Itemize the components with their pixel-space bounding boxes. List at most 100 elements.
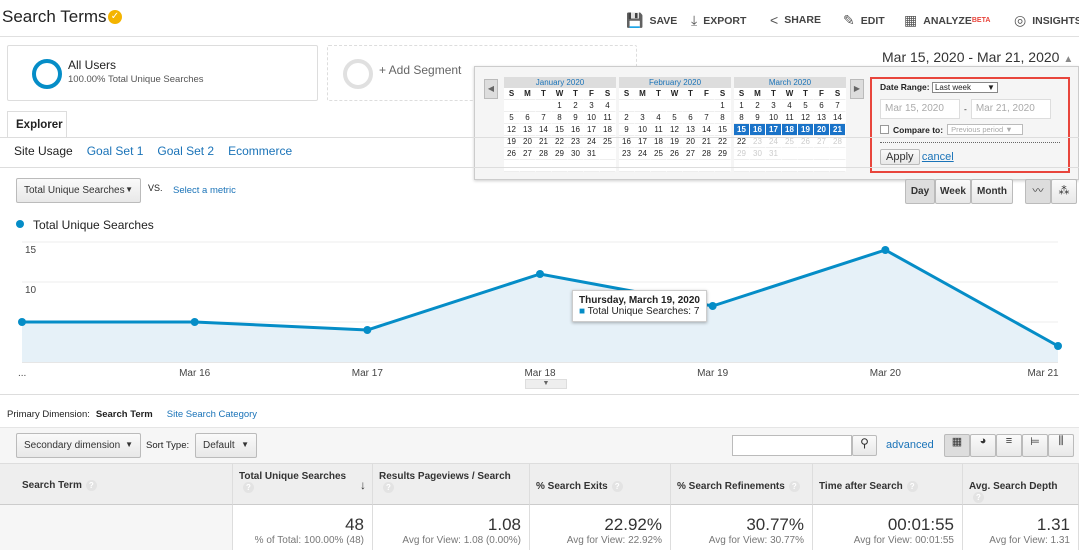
calendar-day[interactable]: 23 (619, 148, 635, 160)
data-point[interactable] (190, 318, 199, 326)
calendar-day[interactable]: 3 (766, 100, 782, 112)
calendar-day[interactable]: 11 (600, 112, 616, 124)
next-month-button[interactable]: ▶ (850, 79, 864, 99)
date-range-preset-select[interactable]: Last week ▼ (931, 82, 998, 93)
column-header[interactable]: Search Term? (0, 463, 233, 505)
pivot-view-icon[interactable]: ⫼ (1048, 434, 1074, 457)
calendar-day[interactable]: 28 (536, 148, 552, 160)
advanced-filter-link[interactable]: advanced (886, 439, 934, 451)
apply-button[interactable]: Apply (880, 149, 920, 165)
calendar-day[interactable]: 9 (568, 112, 584, 124)
calendar-day[interactable]: 14 (830, 112, 846, 124)
calendar-day[interactable]: 28 (699, 148, 715, 160)
calendar-day[interactable]: 12 (667, 124, 683, 136)
analyze-button[interactable]: ▦ ANALYZE BETA (904, 12, 990, 29)
data-point[interactable] (18, 318, 26, 326)
data-view-icon[interactable]: ▦ (944, 434, 970, 457)
calendar-day[interactable]: 5 (667, 112, 683, 124)
calendar-day[interactable]: 11 (651, 124, 667, 136)
column-header[interactable]: Time after Search? (813, 463, 963, 505)
dimension-search-term[interactable]: Search Term (95, 409, 153, 420)
date-range-selector[interactable]: Mar 15, 2020 - Mar 21, 2020 ▲ (882, 49, 1073, 65)
table-search-input[interactable] (732, 435, 852, 456)
calendar-day[interactable]: 15 (552, 124, 568, 136)
period-week[interactable]: Week (935, 179, 971, 204)
calendar-day[interactable]: 18 (651, 136, 667, 148)
calendar-day[interactable]: 15 (734, 124, 750, 136)
calendar-day[interactable]: 27 (520, 148, 536, 160)
calendar-day[interactable]: 29 (552, 148, 568, 160)
pie-view-icon[interactable]: ◕ (970, 434, 996, 457)
calendar-day[interactable]: 19 (798, 124, 814, 136)
collapse-chart-handle[interactable]: ▼ (525, 379, 567, 389)
calendar-day[interactable]: 3 (635, 112, 651, 124)
performance-view-icon[interactable]: ≡ (996, 434, 1022, 457)
calendar-day[interactable]: 13 (814, 112, 830, 124)
dimension-site-search-category[interactable]: Site Search Category (166, 409, 258, 420)
calendar-day[interactable]: 4 (651, 112, 667, 124)
calendar-day[interactable]: 16 (750, 124, 766, 136)
line-chart-icon[interactable]: 〰 (1025, 179, 1051, 204)
calendar-day[interactable]: 4 (782, 100, 798, 112)
calendar-day[interactable]: 6 (520, 112, 536, 124)
share-button[interactable]: < SHARE (770, 12, 821, 28)
calendar-day[interactable]: 7 (830, 100, 846, 112)
calendar-day[interactable]: 30 (568, 148, 584, 160)
start-date-input[interactable]: Mar 15, 2020 (880, 99, 960, 119)
calendar-day[interactable]: 13 (683, 124, 699, 136)
compare-checkbox[interactable] (880, 125, 889, 134)
calendar-day[interactable]: 20 (683, 136, 699, 148)
subtab-ecommerce[interactable]: Ecommerce (228, 144, 293, 158)
prev-month-button[interactable]: ◀ (484, 79, 498, 99)
column-header[interactable]: Results Pageviews / Search? (373, 463, 530, 505)
calendar-day[interactable]: 21 (699, 136, 715, 148)
calendar-day[interactable]: 1 (734, 100, 750, 112)
calendar-day[interactable]: 6 (683, 112, 699, 124)
calendar-day[interactable]: 2 (568, 100, 584, 112)
calendar-day[interactable]: 13 (520, 124, 536, 136)
comparison-view-icon[interactable]: ⊨ (1022, 434, 1048, 457)
calendar-day[interactable]: 24 (584, 136, 600, 148)
calendar-day[interactable]: 24 (635, 148, 651, 160)
data-point[interactable] (881, 246, 890, 254)
column-header[interactable]: Avg. Search Depth? (963, 463, 1079, 505)
calendar-day[interactable]: 8 (552, 112, 568, 124)
help-icon[interactable]: ? (906, 481, 918, 492)
segment-all-users[interactable]: All Users 100.00% Total Unique Searches (7, 45, 318, 101)
calendar-day[interactable]: 20 (520, 136, 536, 148)
compare-select[interactable]: Previous period ▼ (947, 124, 1024, 135)
calendar-day[interactable]: 17 (766, 124, 782, 136)
metric-select[interactable]: Total Unique Searches ▼ (16, 178, 141, 203)
calendar-day[interactable]: 11 (782, 112, 798, 124)
calendar-day[interactable]: 18 (782, 124, 798, 136)
calendar-day[interactable]: 1 (715, 100, 731, 112)
calendar-day[interactable]: 20 (814, 124, 830, 136)
calendar-day[interactable]: 19 (504, 136, 520, 148)
calendar-day[interactable]: 5 (798, 100, 814, 112)
calendar-day[interactable]: 7 (699, 112, 715, 124)
data-point[interactable] (708, 302, 717, 310)
calendar-day[interactable]: 25 (600, 136, 616, 148)
subtab-goal-set-1[interactable]: Goal Set 1 (86, 144, 144, 158)
help-icon[interactable]: ? (973, 492, 984, 503)
column-header[interactable]: % Search Refinements? (671, 463, 813, 505)
calendar-day[interactable]: 5 (504, 112, 520, 124)
data-point[interactable] (363, 326, 372, 334)
calendar-day[interactable]: 14 (699, 124, 715, 136)
cancel-link[interactable]: cancel (921, 151, 954, 163)
calendar-day[interactable]: 22 (734, 136, 750, 148)
motion-chart-icon[interactable]: ⁂ (1051, 179, 1077, 204)
insights-button[interactable]: ◎ INSIGHTS (1014, 12, 1079, 29)
calendar-day[interactable]: 19 (667, 136, 683, 148)
calendar-day[interactable]: 15 (715, 124, 731, 136)
calendar-day[interactable]: 17 (635, 136, 651, 148)
help-icon[interactable]: ? (611, 481, 623, 492)
help-icon[interactable]: ? (383, 482, 394, 493)
subtab-site-usage[interactable]: Site Usage (14, 144, 73, 158)
calendar-day[interactable]: 18 (600, 124, 616, 136)
calendar-day[interactable]: 22 (552, 136, 568, 148)
calendar-day[interactable]: 31 (584, 148, 600, 160)
calendar-day[interactable]: 2 (619, 112, 635, 124)
calendar-day[interactable]: 25 (651, 148, 667, 160)
column-header[interactable]: Total Unique Searches ↓? (233, 463, 373, 505)
